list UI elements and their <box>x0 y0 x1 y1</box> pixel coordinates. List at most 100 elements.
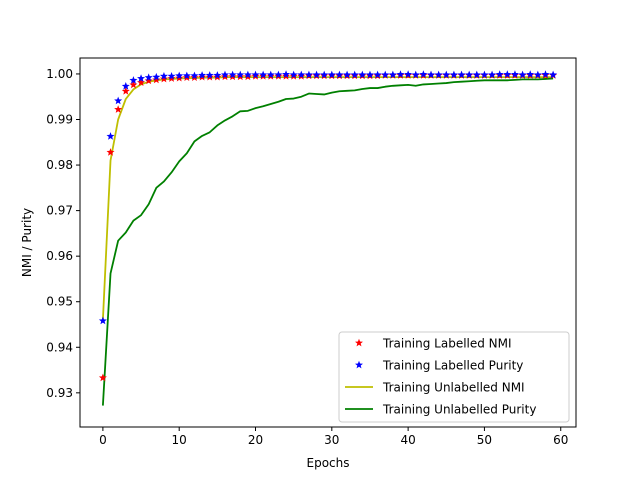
series-markers-training-labelled-purity <box>98 70 558 325</box>
axes-frame <box>79 57 577 428</box>
legend-label: Training Labelled NMI <box>382 337 512 351</box>
data-point-training-labelled-purity <box>434 70 443 79</box>
data-point-training-labelled-nmi <box>137 78 146 86</box>
legend: Training Labelled NMI Training Labelled P… <box>338 331 570 423</box>
data-point-training-labelled-purity <box>449 70 458 79</box>
data-point-training-labelled-purity <box>159 72 168 80</box>
data-point-training-labelled-purity <box>396 70 405 78</box>
data-point-training-labelled-purity <box>152 72 161 81</box>
data-point-training-labelled-purity <box>442 70 451 79</box>
x-tick-label: 50 <box>477 433 492 447</box>
data-point-training-labelled-purity <box>190 71 199 80</box>
data-point-training-labelled-nmi <box>121 87 130 95</box>
data-point-training-labelled-nmi <box>106 148 115 156</box>
legend-box <box>338 331 570 423</box>
x-tick-label: 0 <box>99 433 107 447</box>
data-point-training-labelled-purity <box>480 70 489 79</box>
data-point-training-labelled-purity <box>404 70 413 78</box>
data-point-training-labelled-purity <box>289 70 298 79</box>
y-tick-label: 1.00 <box>46 67 73 81</box>
data-point-training-labelled-purity <box>137 74 146 82</box>
data-point-training-labelled-purity <box>213 71 222 79</box>
data-point-training-labelled-purity <box>472 70 481 79</box>
y-tick-label: 0.94 <box>46 340 73 354</box>
data-point-training-labelled-purity <box>495 70 504 78</box>
data-point-training-labelled-purity <box>411 70 420 79</box>
y-tick-label: 0.97 <box>46 204 73 218</box>
legend-swatch <box>355 338 363 347</box>
data-point-training-labelled-purity <box>236 70 245 79</box>
data-point-training-labelled-nmi <box>114 105 123 113</box>
y-tick-label: 0.93 <box>46 386 73 400</box>
data-point-training-labelled-purity <box>419 70 428 78</box>
data-point-training-labelled-purity <box>343 70 352 79</box>
data-point-training-labelled-nmi <box>129 80 138 89</box>
data-point-training-labelled-purity <box>251 70 260 79</box>
data-point-training-labelled-purity <box>358 70 367 79</box>
data-point-training-labelled-purity <box>282 70 291 78</box>
data-point-training-labelled-purity <box>427 70 436 79</box>
data-point-training-labelled-purity <box>350 70 359 79</box>
data-point-training-labelled-purity <box>510 70 519 78</box>
data-point-training-labelled-purity <box>167 72 176 80</box>
data-point-training-labelled-nmi <box>144 76 153 85</box>
y-tick-label: 0.95 <box>46 295 73 309</box>
x-tick-label: 20 <box>248 433 263 447</box>
data-point-training-labelled-purity <box>228 70 237 79</box>
y-tick-label: 0.99 <box>46 113 73 127</box>
data-point-training-labelled-purity <box>274 70 283 79</box>
axes-layer: 0 10 20 30 40 50 60 0.93 0.94 0.95 0.96 0.97 0.98 0.9… <box>46 57 577 447</box>
legend-label: Training Unlabelled Purity <box>382 403 536 417</box>
data-point-training-labelled-purity <box>220 70 229 79</box>
y-tick-label: 0.96 <box>46 249 73 263</box>
data-point-training-labelled-purity <box>205 71 214 79</box>
data-point-training-labelled-purity <box>106 132 115 140</box>
data-point-training-labelled-purity <box>182 71 191 80</box>
data-point-training-labelled-purity <box>266 70 275 79</box>
data-point-training-labelled-purity <box>373 70 382 79</box>
legend-label: Training Unlabelled NMI <box>382 381 525 395</box>
data-point-training-labelled-purity <box>297 70 306 79</box>
data-point-training-labelled-purity <box>198 71 207 79</box>
y-tick-label: 0.98 <box>46 158 73 172</box>
data-point-training-labelled-purity <box>526 70 535 78</box>
x-tick-label: 10 <box>172 433 187 447</box>
legend-entry-training-unlabelled-nmi: Training Unlabelled NMI <box>345 381 525 395</box>
data-point-training-labelled-nmi <box>167 74 176 82</box>
data-point-training-labelled-purity <box>144 73 153 81</box>
data-point-training-labelled-purity <box>114 96 123 105</box>
data-point-training-labelled-nmi <box>175 73 184 82</box>
legend-entry-training-labelled-nmi: Training Labelled NMI <box>355 337 512 351</box>
data-point-training-labelled-purity <box>457 70 466 79</box>
data-point-training-labelled-purity <box>488 70 497 79</box>
series-line-training-unlabelled-purity <box>101 77 554 406</box>
legend-swatch <box>355 360 363 369</box>
data-point-training-labelled-purity <box>549 70 558 79</box>
data-point-training-labelled-nmi <box>159 74 168 83</box>
data-point-training-labelled-purity <box>129 76 138 84</box>
data-point-training-labelled-purity <box>304 70 313 79</box>
x-axis-label: Epochs <box>307 456 350 470</box>
data-point-training-labelled-purity <box>175 71 184 80</box>
data-point-training-labelled-purity <box>312 70 321 79</box>
data-point-training-labelled-nmi <box>152 75 161 84</box>
data-point-training-labelled-purity <box>320 70 329 79</box>
legend-entry-training-unlabelled-purity: Training Unlabelled Purity <box>345 403 536 417</box>
data-point-training-labelled-purity <box>259 70 268 79</box>
data-point-training-labelled-purity <box>381 70 390 79</box>
y-axis-label: NMI / Purity <box>20 208 34 277</box>
x-tick-label: 30 <box>324 433 339 447</box>
data-point-training-labelled-purity <box>388 70 397 79</box>
legend-label: Training Labelled Purity <box>382 359 523 373</box>
data-point-training-labelled-purity <box>518 70 527 79</box>
x-tick-label: 60 <box>553 433 568 447</box>
data-point-training-labelled-purity <box>533 70 542 79</box>
data-point-training-labelled-purity <box>465 70 474 79</box>
series-layer <box>98 70 558 406</box>
data-point-training-labelled-purity <box>503 70 512 78</box>
data-point-training-labelled-nmi <box>98 373 107 382</box>
data-point-training-labelled-purity <box>98 316 107 325</box>
legend-entry-training-labelled-purity: Training Labelled Purity <box>355 359 523 373</box>
data-point-training-labelled-purity <box>365 70 374 79</box>
